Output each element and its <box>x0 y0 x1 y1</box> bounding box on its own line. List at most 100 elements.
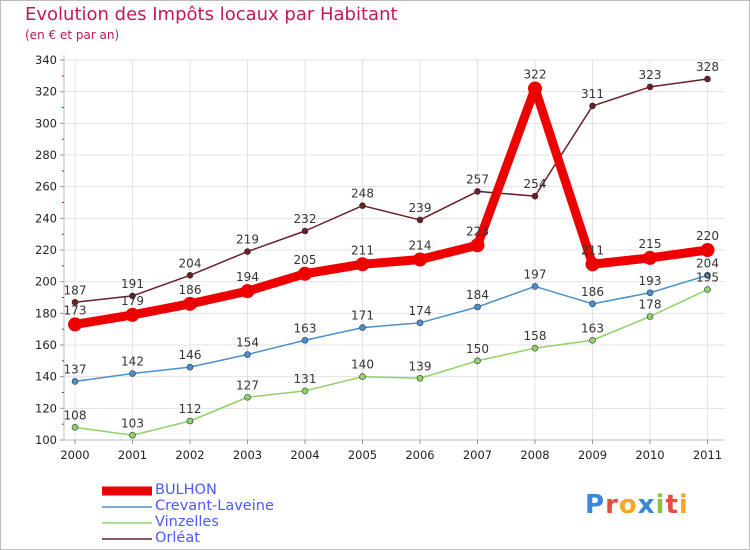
y-tick-label: 160 <box>35 338 57 352</box>
data-point-orl-at <box>71 298 79 306</box>
data-label-orl-at: 254 <box>524 177 547 191</box>
data-label-bulhon: 322 <box>524 68 547 82</box>
axes: 100 120 140 160 180 200 220 240 260 280 300 320 340 2… <box>35 53 725 462</box>
series-lines <box>70 78 712 436</box>
data-point-bulhon <box>125 307 140 322</box>
data-label-bulhon: 211 <box>581 243 604 257</box>
data-point-crevant-laveine <box>244 351 251 358</box>
x-tick-label: 2002 <box>175 448 204 462</box>
data-label-bulhon: 205 <box>294 253 317 267</box>
data-label-bulhon: 211 <box>351 243 374 257</box>
data-label-vinzelles: 150 <box>466 342 489 356</box>
data-point-vinzelles <box>359 373 366 380</box>
data-point-orl-at <box>186 272 194 279</box>
data-point-bulhon <box>528 81 542 96</box>
data-label-crevant-laveine: 171 <box>351 309 374 323</box>
data-label-vinzelles: 158 <box>524 329 547 343</box>
data-point-crevant-laveine <box>186 363 194 371</box>
data-label-bulhon: 186 <box>179 283 202 297</box>
data-label-crevant-laveine: 193 <box>639 274 662 288</box>
data-label-crevant-laveine: 184 <box>466 288 489 302</box>
data-point-orl-at <box>244 248 251 255</box>
data-point-bulhon <box>700 243 715 257</box>
data-point-orl-at <box>704 75 711 83</box>
y-tick-label: 180 <box>35 306 57 320</box>
data-label-crevant-laveine: 186 <box>581 285 604 299</box>
data-point-orl-at <box>589 102 596 110</box>
x-tick-label: 2007 <box>463 448 492 462</box>
data-point-bulhon <box>298 266 312 281</box>
data-point-vinzelles <box>589 336 596 344</box>
y-tick-label: 300 <box>35 116 57 130</box>
data-point-bulhon <box>585 257 600 272</box>
data-point-vinzelles <box>704 286 711 293</box>
data-labels: 187 191 204 219 232 248 239 257 254 311 323 328 108 1… <box>64 60 719 430</box>
data-label-bulhon: 173 <box>64 303 87 317</box>
data-label-orl-at: 328 <box>696 60 719 74</box>
data-point-crevant-laveine <box>71 378 79 385</box>
data-label-crevant-laveine: 154 <box>236 336 259 350</box>
data-point-orl-at <box>531 192 539 200</box>
y-tick-label: 320 <box>35 85 57 99</box>
x-tick-label: 2003 <box>233 448 262 462</box>
legend-label-vinzelles: Vinzelles <box>155 514 219 530</box>
x-tick-label: 2006 <box>405 448 434 462</box>
data-label-bulhon: 223 <box>466 224 489 238</box>
legend <box>102 486 152 540</box>
legend-label-crevant-laveine: Crevant-Laveine <box>155 498 274 514</box>
data-label-orl-at: 219 <box>236 233 259 247</box>
data-point-crevant-laveine <box>704 272 711 279</box>
x-tick-label: 2000 <box>60 448 89 462</box>
data-point-vinzelles <box>646 313 654 320</box>
data-point-vinzelles <box>531 344 539 352</box>
data-label-orl-at: 323 <box>639 68 662 82</box>
data-label-orl-at: 191 <box>121 277 144 291</box>
data-point-bulhon <box>355 257 370 272</box>
grid <box>64 59 725 441</box>
data-label-bulhon: 214 <box>409 239 432 253</box>
data-point-orl-at <box>646 83 654 91</box>
data-label-orl-at: 187 <box>64 283 87 297</box>
data-point-crevant-laveine <box>531 283 539 290</box>
proxiti-logo: Proxiti <box>585 490 689 520</box>
data-point-bulhon <box>183 296 197 311</box>
data-label-orl-at: 257 <box>466 172 489 186</box>
x-tick-label: 2010 <box>635 448 664 462</box>
y-tick-label: 240 <box>35 211 57 225</box>
data-point-crevant-laveine <box>301 336 309 344</box>
y-tick-label: 260 <box>35 180 57 194</box>
data-label-orl-at: 248 <box>351 187 374 201</box>
x-tick-label: 2001 <box>118 448 147 462</box>
series-points <box>68 75 715 439</box>
x-tick-label: 2009 <box>578 448 607 462</box>
data-label-crevant-laveine: 142 <box>121 355 144 369</box>
data-label-vinzelles: 131 <box>294 372 317 386</box>
data-label-vinzelles: 139 <box>409 359 432 373</box>
y-tick-label: 200 <box>35 275 57 289</box>
data-point-crevant-laveine <box>129 370 136 377</box>
data-point-orl-at <box>301 227 309 235</box>
y-tick-label: 100 <box>35 433 57 447</box>
y-tick-label: 280 <box>35 148 57 162</box>
data-point-vinzelles <box>244 393 251 401</box>
data-point-vinzelles <box>71 424 79 431</box>
series-line-vinzelles <box>74 288 709 436</box>
data-label-crevant-laveine: 197 <box>524 267 547 281</box>
data-point-crevant-laveine <box>589 300 596 308</box>
data-point-bulhon <box>68 317 82 332</box>
data-label-vinzelles: 140 <box>351 358 374 372</box>
legend-label-orleat: Orléat <box>155 530 200 546</box>
data-label-orl-at: 204 <box>179 256 202 270</box>
y-tick-label: 220 <box>35 243 57 257</box>
series-line-bulhon <box>70 84 712 329</box>
data-point-vinzelles <box>186 417 194 425</box>
chart-title: Evolution des Impôts locaux par Habitant <box>25 4 398 25</box>
data-label-crevant-laveine: 174 <box>409 304 432 318</box>
data-label-crevant-laveine: 146 <box>179 348 202 362</box>
data-label-crevant-laveine: 204 <box>696 256 719 270</box>
data-label-vinzelles: 127 <box>236 378 259 392</box>
data-point-bulhon <box>470 238 485 253</box>
data-label-crevant-laveine: 163 <box>294 321 317 335</box>
data-label-orl-at: 239 <box>409 201 432 215</box>
